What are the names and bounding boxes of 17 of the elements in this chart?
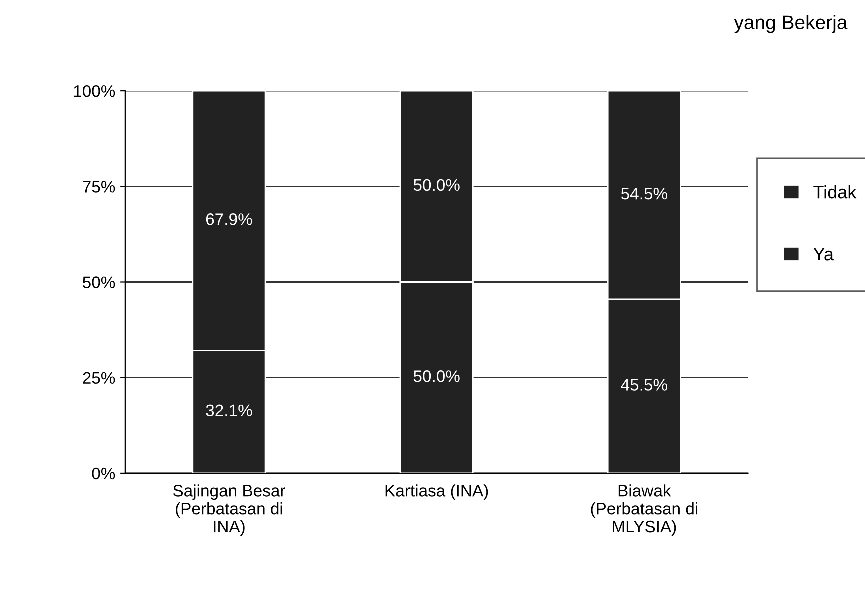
data-label: 50.0% [414, 370, 460, 382]
data-label: 54.5% [621, 188, 668, 200]
data-label: 45.5% [621, 379, 668, 391]
y-tick-label: 0% [92, 468, 116, 480]
data-label: 50.0% [414, 179, 460, 192]
y-tick-label: 100% [74, 85, 116, 98]
x-tick-label: Biawak (Perbatasan di MLYSIA) [591, 484, 698, 536]
data-label: 67.9% [206, 214, 252, 226]
legend-label: Tidak [814, 185, 857, 199]
x-tick-label: Kartiasa (INA) [386, 484, 488, 500]
x-tick-label: Sajingan Besar (Perbatasan di INA) [173, 484, 286, 536]
data-label: 32.1% [206, 404, 252, 417]
text: yang Bekerja [734, 15, 848, 34]
y-tick-label: 50% [83, 276, 116, 288]
y-tick-label: 75% [83, 181, 116, 193]
y-tick-label: 25% [83, 372, 116, 384]
legend-label: Ya [814, 248, 834, 261]
